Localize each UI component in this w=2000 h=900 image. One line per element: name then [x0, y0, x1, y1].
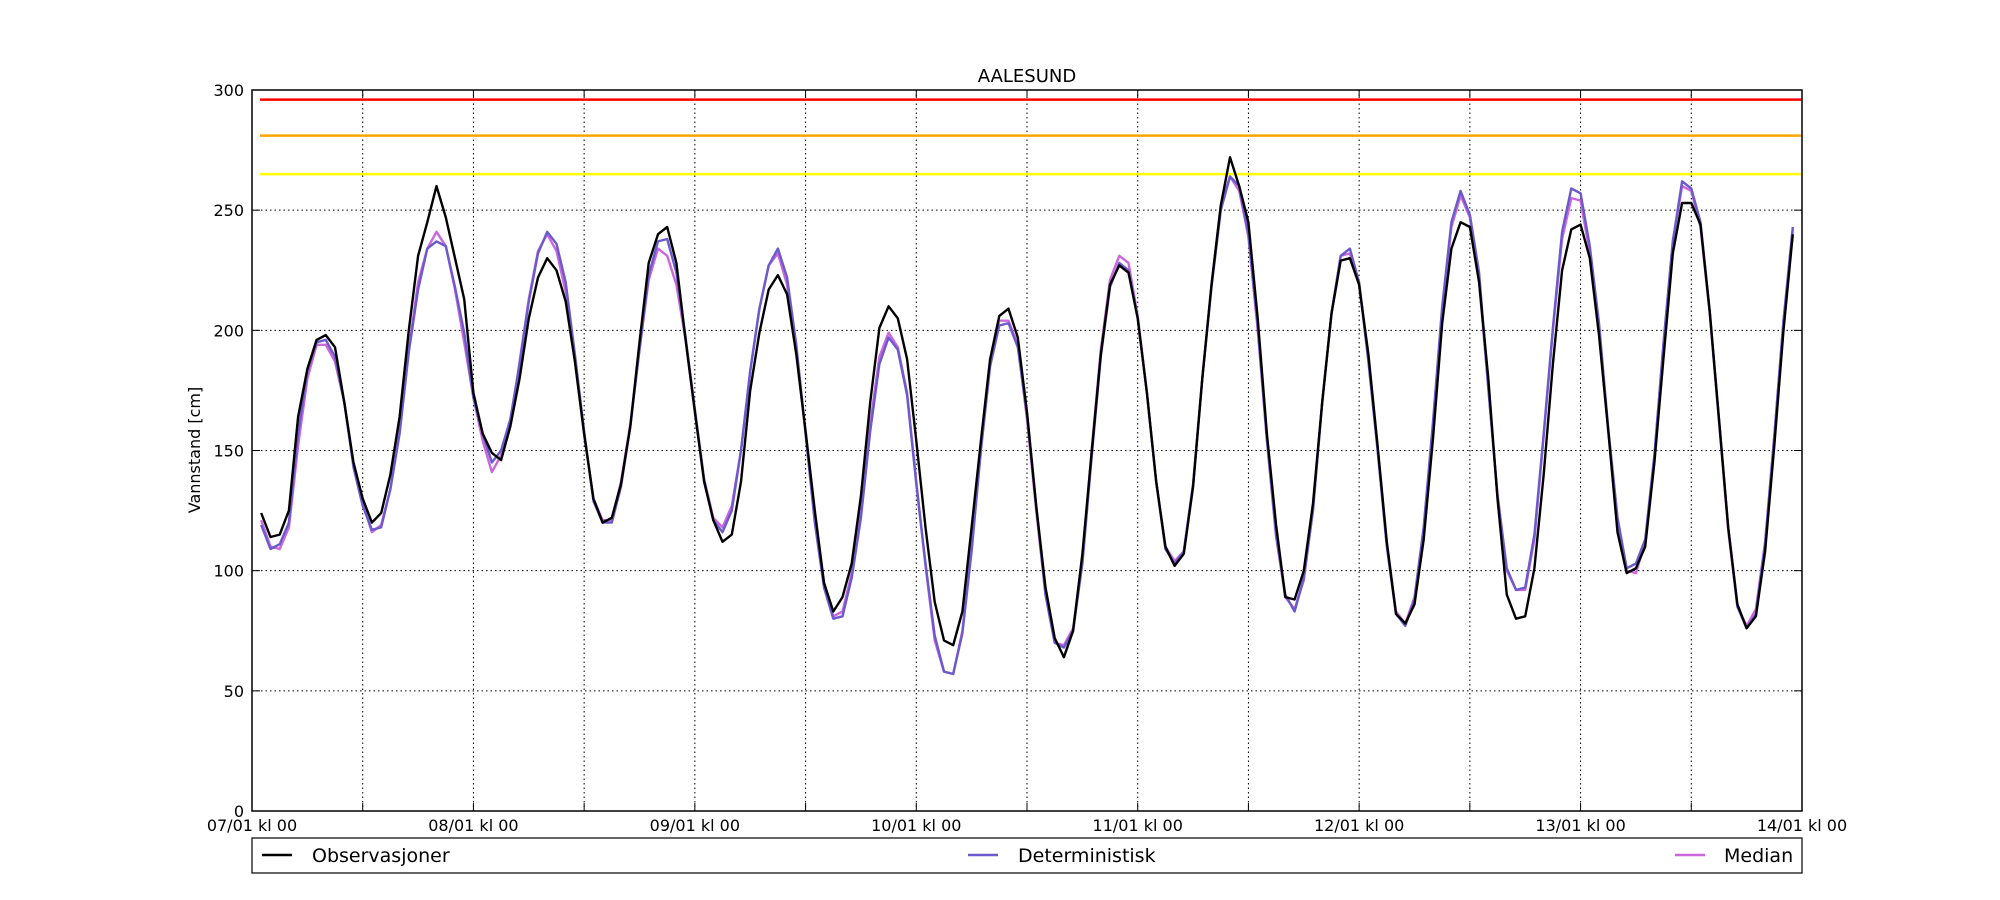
- y-tick-label: 200: [213, 321, 244, 340]
- x-tick-label: 07/01 kl 00: [207, 816, 297, 835]
- series-line-observasjoner: [260, 156, 1794, 659]
- y-axis-ticks: 0 50 100 150 200 250 300: [213, 81, 1802, 821]
- x-tick-label: 10/01 kl 00: [871, 816, 961, 835]
- x-tick-label: 08/01 kl 00: [428, 816, 518, 835]
- y-axis-label: Vannstand [cm]: [185, 387, 204, 513]
- legend: Observasjoner Deterministisk Median: [262, 845, 1793, 867]
- threshold-layer: [260, 98, 1802, 176]
- x-axis-ticks: 07/01 kl 00 08/01 kl 00 09/01 kl 00 10/01 k…: [207, 90, 1847, 835]
- y-tick-label: 150: [213, 442, 244, 461]
- y-tick-label: 0: [234, 802, 244, 821]
- x-tick-label: 09/01 kl 00: [650, 816, 740, 835]
- legend-box: [251, 837, 1803, 874]
- y-tick-label: 250: [213, 201, 244, 220]
- y-tick-label: 100: [213, 562, 244, 581]
- legend-label: Median: [1724, 845, 1793, 867]
- chart-title: AALESUND: [978, 66, 1076, 87]
- x-tick-label: 12/01 kl 00: [1314, 816, 1404, 835]
- y-tick-label: 300: [213, 81, 244, 100]
- x-tick-label: 13/01 kl 00: [1535, 816, 1625, 835]
- legend-label: Deterministisk: [1018, 845, 1156, 867]
- x-tick-label: 11/01 kl 00: [1093, 816, 1183, 835]
- legend-label: Observasjoner: [312, 845, 450, 867]
- x-tick-label: 14/01 kl 00: [1757, 816, 1847, 835]
- plot-area: [260, 156, 1794, 676]
- y-tick-label: 50: [224, 682, 244, 701]
